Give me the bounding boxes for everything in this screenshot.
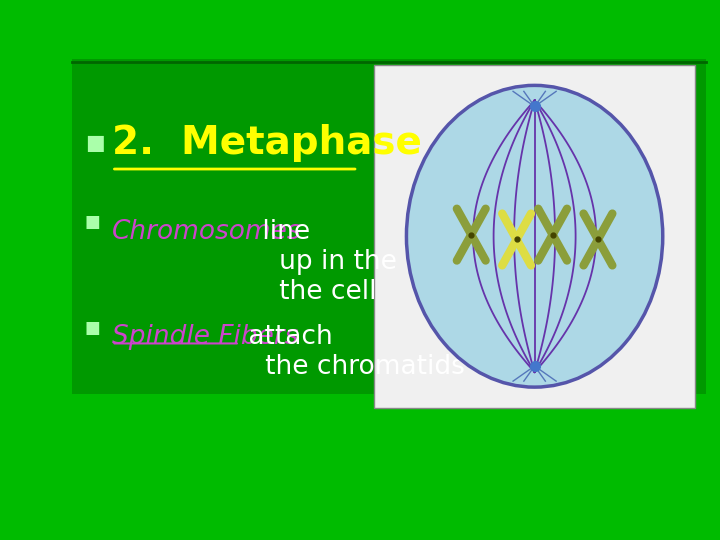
Text: 2.  Metaphase: 2. Metaphase — [112, 124, 421, 162]
Text: ■: ■ — [85, 133, 104, 153]
Text: ■: ■ — [85, 319, 101, 336]
Ellipse shape — [406, 85, 662, 387]
FancyBboxPatch shape — [72, 59, 706, 394]
FancyBboxPatch shape — [374, 65, 695, 408]
Text: Spindle Fibers: Spindle Fibers — [112, 324, 298, 350]
Text: line
   up in the center of
   the cell: line up in the center of the cell — [254, 219, 525, 305]
Text: Chromosomes: Chromosomes — [112, 219, 301, 245]
Text: ■: ■ — [85, 213, 101, 231]
Text: attach
   the chromatids: attach the chromatids — [240, 324, 464, 380]
